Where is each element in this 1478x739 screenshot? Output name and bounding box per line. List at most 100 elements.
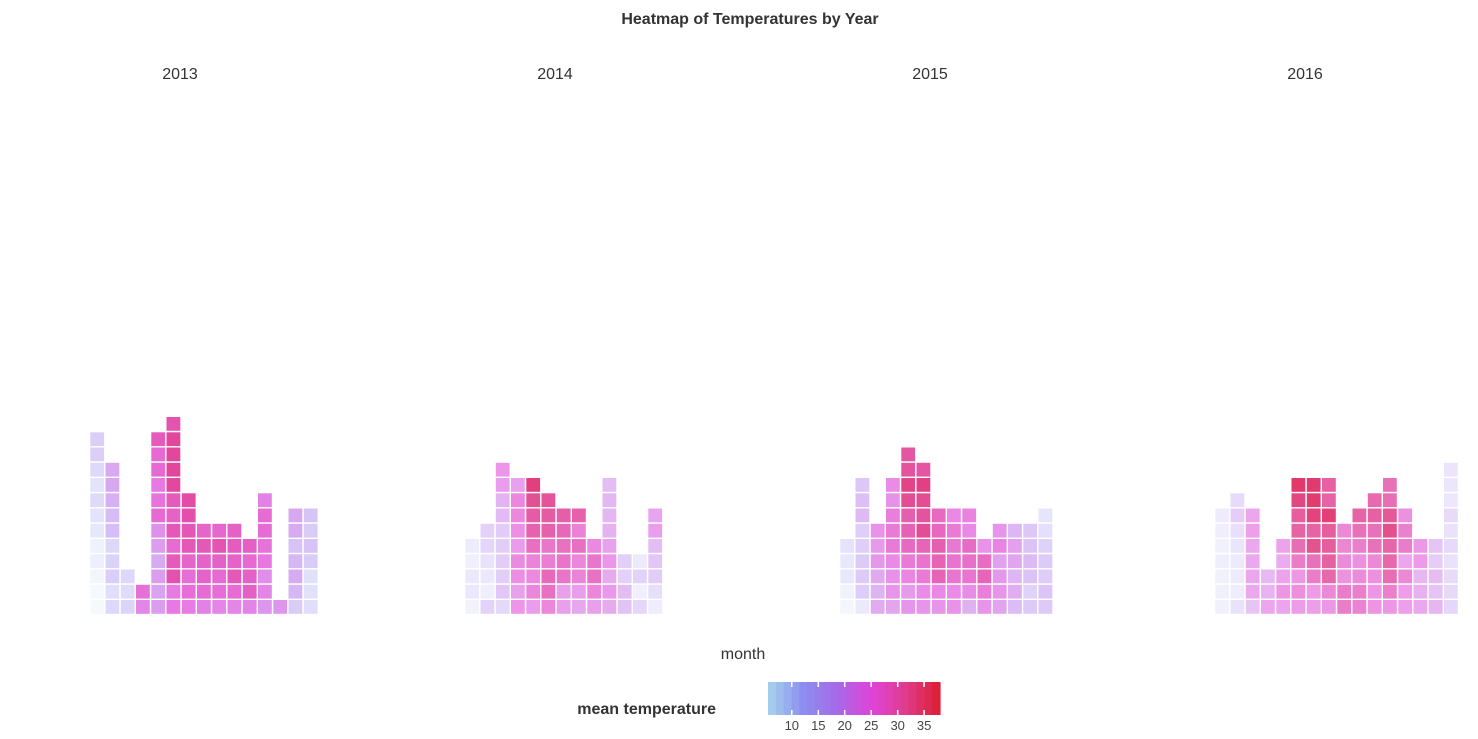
heatmap-cell xyxy=(166,493,181,508)
heatmap-cell xyxy=(870,539,885,553)
heatmap-cell xyxy=(587,554,602,569)
heatmap-cell xyxy=(227,569,242,584)
heatmap-cell xyxy=(166,523,181,538)
color-legend: mean temperature 10 15 20 25 30 35 xyxy=(577,682,941,733)
heatmap-cell xyxy=(1276,569,1291,584)
heatmap-cell xyxy=(258,600,272,614)
panel-cells-2015 xyxy=(840,447,1053,614)
heatmap-cell xyxy=(151,584,166,599)
heatmap-cell xyxy=(303,539,318,553)
heatmap-cell xyxy=(495,554,510,569)
heatmap-cell xyxy=(633,584,647,599)
heatmap-cell xyxy=(1230,600,1245,614)
legend-tick-label: 25 xyxy=(864,718,878,733)
heatmap-cell xyxy=(572,600,586,614)
heatmap-cell xyxy=(916,523,931,538)
heatmap-cell xyxy=(511,478,525,492)
heatmap-cell xyxy=(511,508,525,523)
heatmap-cell xyxy=(288,523,303,538)
heatmap-cell xyxy=(648,600,663,614)
heatmap-cell xyxy=(1008,569,1022,584)
heatmap-cell xyxy=(495,493,510,508)
heatmap-cell xyxy=(556,569,571,584)
heatmap-cell xyxy=(916,539,931,553)
heatmap-cell xyxy=(886,493,900,508)
heatmap-cell xyxy=(1245,523,1260,538)
heatmap-cell xyxy=(495,600,510,614)
legend-swatch xyxy=(869,682,878,715)
heatmap-cell xyxy=(181,569,196,584)
heatmap-cell xyxy=(1306,539,1321,553)
heatmap-cell xyxy=(526,523,541,538)
heatmap-cell xyxy=(840,600,855,614)
heatmap-cell xyxy=(1291,600,1306,614)
legend-swatch xyxy=(791,682,800,715)
panel-cells-2016 xyxy=(1215,462,1458,614)
heatmap-cell xyxy=(855,493,870,508)
heatmap-cell xyxy=(886,584,900,599)
panel-title-2013: 2013 xyxy=(162,66,198,83)
heatmap-cell xyxy=(1291,584,1306,599)
heatmap-cell xyxy=(303,600,318,614)
heatmap-cell xyxy=(1352,569,1367,584)
heatmap-cell xyxy=(526,539,541,553)
heatmap-cell xyxy=(105,493,120,508)
heatmap-cell xyxy=(1322,508,1336,523)
heatmap-cell xyxy=(916,462,931,477)
heatmap-cell xyxy=(495,584,510,599)
heatmap-cell xyxy=(931,539,946,553)
heatmap-cell xyxy=(1337,539,1352,553)
heatmap-cell xyxy=(495,569,510,584)
heatmap-cell xyxy=(258,584,272,599)
heatmap-cell xyxy=(1276,584,1291,599)
heatmap-cell xyxy=(556,600,571,614)
heatmap-cell xyxy=(947,508,961,523)
heatmap-cell xyxy=(977,584,992,599)
heatmap-cell xyxy=(151,569,166,584)
heatmap-cell xyxy=(151,508,166,523)
heatmap-cell xyxy=(947,554,961,569)
heatmap-cell xyxy=(1383,569,1397,584)
heatmap-cell xyxy=(303,584,318,599)
heatmap-cell xyxy=(258,554,272,569)
heatmap-cell xyxy=(273,600,288,614)
heatmap-cell xyxy=(105,600,120,614)
heatmap-cell xyxy=(181,539,196,553)
heatmap-cell xyxy=(1322,493,1336,508)
heatmap-cell xyxy=(166,569,181,584)
heatmap-cell xyxy=(1291,508,1306,523)
heatmap-cell xyxy=(1352,554,1367,569)
heatmap-cell xyxy=(90,508,105,523)
heatmap-cell xyxy=(495,539,510,553)
heatmap-cell xyxy=(1215,569,1230,584)
heatmap-cell xyxy=(572,584,586,599)
heatmap-cell xyxy=(480,569,495,584)
heatmap-cell xyxy=(541,554,556,569)
heatmap-cell xyxy=(840,584,855,599)
heatmap-cell xyxy=(572,554,586,569)
heatmap-cell xyxy=(886,478,900,492)
legend-swatch xyxy=(900,682,910,715)
heatmap-cell xyxy=(258,493,272,508)
heatmap-cell xyxy=(227,600,242,614)
heatmap-cell xyxy=(992,539,1007,553)
heatmap-cell xyxy=(1398,584,1413,599)
heatmap-cell xyxy=(1215,539,1230,553)
heatmap-cell xyxy=(1444,584,1458,599)
heatmap-cell xyxy=(1413,539,1428,553)
heatmap-cell xyxy=(1245,600,1260,614)
heatmap-cell xyxy=(90,569,105,584)
heatmap-cell xyxy=(1428,569,1443,584)
heatmap-cell xyxy=(1230,584,1245,599)
heatmap-cell xyxy=(166,539,181,553)
heatmap-cell xyxy=(1230,508,1245,523)
heatmap-cell xyxy=(1023,569,1038,584)
heatmap-cell xyxy=(511,493,525,508)
heatmap-cell xyxy=(1245,554,1260,569)
heatmap-cell xyxy=(962,584,977,599)
heatmap-cell xyxy=(1352,600,1367,614)
heatmap-cell xyxy=(288,554,303,569)
heatmap-cell xyxy=(855,523,870,538)
heatmap-cell xyxy=(840,569,855,584)
panel-2014: 2014 xyxy=(465,66,663,614)
